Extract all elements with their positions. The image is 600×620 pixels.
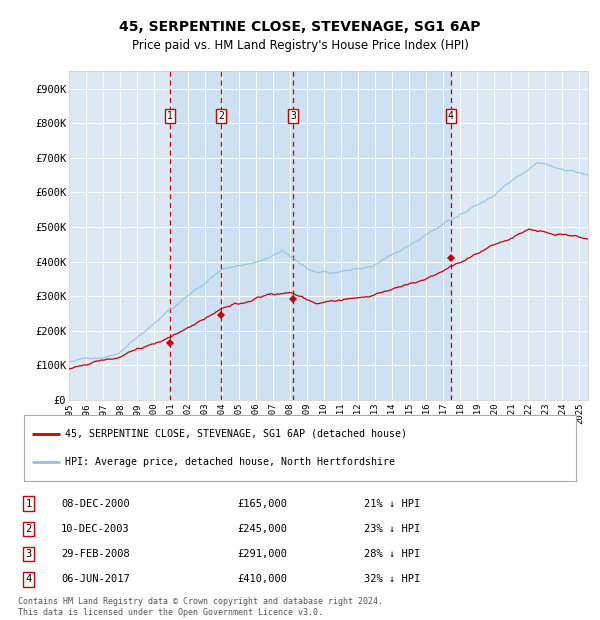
Text: 21% ↓ HPI: 21% ↓ HPI bbox=[364, 498, 420, 508]
Text: 29-FEB-2008: 29-FEB-2008 bbox=[61, 549, 130, 559]
Text: 2: 2 bbox=[218, 111, 224, 122]
Text: 06-JUN-2017: 06-JUN-2017 bbox=[61, 575, 130, 585]
Text: 2: 2 bbox=[25, 524, 31, 534]
Text: £291,000: £291,000 bbox=[237, 549, 287, 559]
Text: 3: 3 bbox=[25, 549, 31, 559]
Text: 32% ↓ HPI: 32% ↓ HPI bbox=[364, 575, 420, 585]
Text: £245,000: £245,000 bbox=[237, 524, 287, 534]
Text: 4: 4 bbox=[25, 575, 31, 585]
Text: Price paid vs. HM Land Registry's House Price Index (HPI): Price paid vs. HM Land Registry's House … bbox=[131, 39, 469, 51]
Text: 28% ↓ HPI: 28% ↓ HPI bbox=[364, 549, 420, 559]
Text: 08-DEC-2000: 08-DEC-2000 bbox=[61, 498, 130, 508]
Text: 45, SERPENTINE CLOSE, STEVENAGE, SG1 6AP: 45, SERPENTINE CLOSE, STEVENAGE, SG1 6AP bbox=[119, 20, 481, 33]
Bar bbox=[170, 71, 451, 400]
Text: 1: 1 bbox=[167, 111, 173, 122]
Text: 45, SERPENTINE CLOSE, STEVENAGE, SG1 6AP (detached house): 45, SERPENTINE CLOSE, STEVENAGE, SG1 6AP… bbox=[65, 428, 407, 438]
Text: 10-DEC-2003: 10-DEC-2003 bbox=[61, 524, 130, 534]
Text: HPI: Average price, detached house, North Hertfordshire: HPI: Average price, detached house, Nort… bbox=[65, 458, 395, 467]
Text: 4: 4 bbox=[448, 111, 454, 122]
Text: 23% ↓ HPI: 23% ↓ HPI bbox=[364, 524, 420, 534]
Text: 3: 3 bbox=[290, 111, 296, 122]
Text: 1: 1 bbox=[25, 498, 31, 508]
Text: Contains HM Land Registry data © Crown copyright and database right 2024.
This d: Contains HM Land Registry data © Crown c… bbox=[18, 598, 383, 617]
Text: £165,000: £165,000 bbox=[237, 498, 287, 508]
Text: £410,000: £410,000 bbox=[237, 575, 287, 585]
